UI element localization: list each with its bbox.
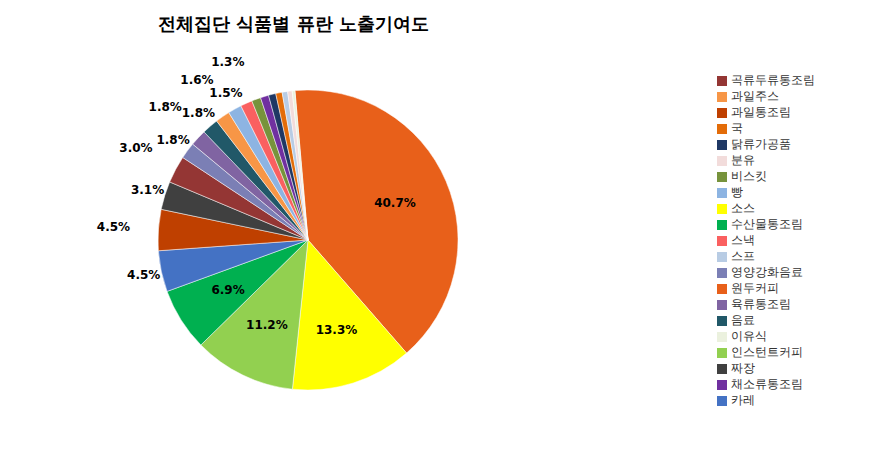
html-text:국: 국	[731, 121, 743, 135]
html-text:짜장: 짜장	[731, 361, 755, 375]
html-text:인스턴트커피: 인스턴트커피	[731, 345, 803, 359]
svg-text:3.0%: 3.0%	[119, 141, 152, 155]
html-text:채소류통조림: 채소류통조림	[731, 377, 803, 391]
svg-text:1.8%: 1.8%	[149, 100, 182, 114]
html-text:스프: 스프	[731, 249, 755, 263]
html-text:분유: 분유	[731, 153, 755, 167]
svg-text:13.3%: 13.3%	[316, 323, 358, 337]
svg-text:40.7%: 40.7%	[374, 196, 416, 210]
svg-text:1.6%: 1.6%	[180, 73, 213, 87]
svg-text:11.2%: 11.2%	[246, 318, 288, 332]
html-text:이유식: 이유식	[731, 329, 767, 343]
html-text:빵: 빵	[731, 185, 743, 199]
html-text:원두커피: 원두커피	[731, 281, 779, 295]
html-text:전체집단 식품별 퓨란 노출기여도: 전체집단 식품별 퓨란 노출기여도	[158, 13, 429, 34]
html-text:영양강화음료: 영양강화음료	[731, 265, 803, 279]
svg-text:6.9%: 6.9%	[211, 283, 244, 297]
html-text:과일통조림: 과일통조림	[731, 105, 791, 119]
html-text:육류통조림: 육류통조림	[731, 297, 791, 311]
svg-text:1.3%: 1.3%	[211, 55, 244, 69]
svg-text:3.1%: 3.1%	[131, 183, 164, 197]
svg-text:4.5%: 4.5%	[127, 268, 160, 282]
html-text:수산물통조림: 수산물통조림	[731, 217, 803, 231]
html-text:음료: 음료	[731, 313, 755, 327]
html-text:비스킷: 비스킷	[731, 169, 767, 183]
html-text:카레: 카레	[731, 393, 755, 407]
svg-text:4.5%: 4.5%	[97, 220, 130, 234]
html-text:닭류가공품: 닭류가공품	[731, 137, 791, 151]
html-text:과일주스: 과일주스	[731, 89, 779, 103]
html-text:스낵: 스낵	[731, 233, 755, 247]
svg-text:1.8%: 1.8%	[156, 133, 189, 147]
html-text:곡류두류통조림: 곡류두류통조림	[731, 73, 815, 87]
svg-text:1.8%: 1.8%	[182, 106, 215, 120]
html-text:소스: 소스	[731, 201, 755, 215]
svg-text:1.5%: 1.5%	[209, 86, 242, 100]
